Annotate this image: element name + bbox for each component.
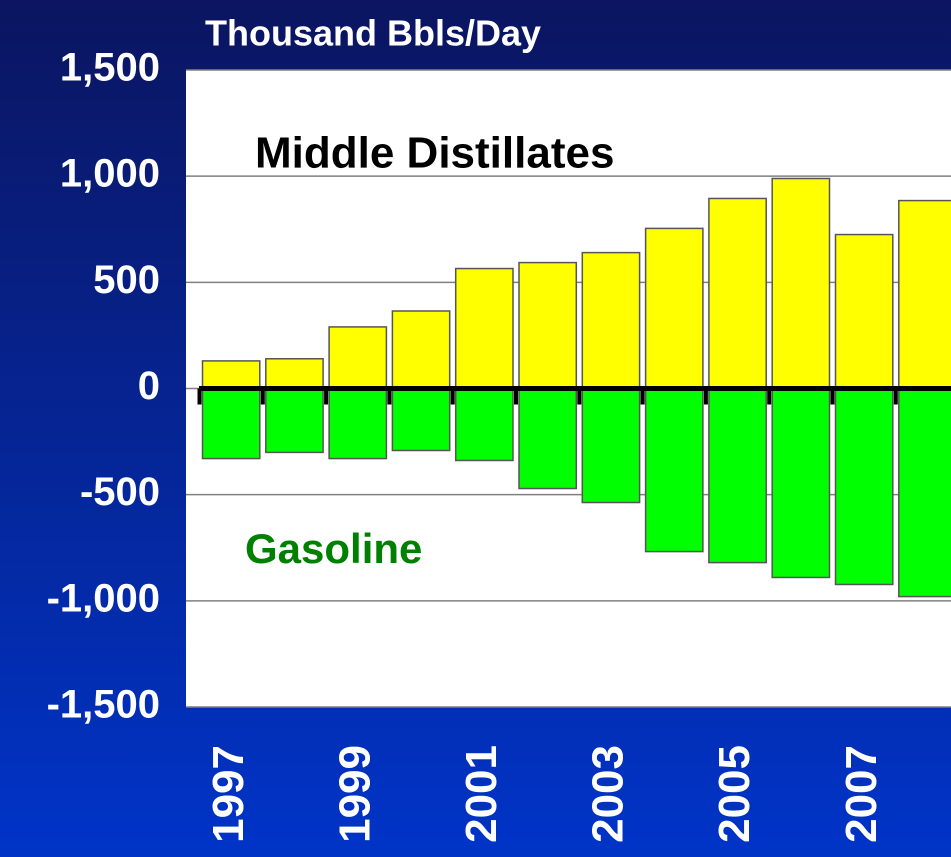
bar (201, 387, 261, 460)
y-tick-label: 0 (138, 364, 160, 408)
x-tick-label: 2001 (457, 745, 506, 843)
bar (644, 227, 704, 390)
bar (518, 261, 578, 390)
bar (454, 387, 514, 462)
series-label: Middle Distillates (255, 129, 614, 178)
y-tick-label: 1,000 (60, 152, 160, 196)
bar (644, 387, 704, 553)
bar (834, 233, 894, 390)
chart-title: Thousand Bbls/Day (205, 13, 541, 54)
x-tick-label: 2007 (837, 745, 886, 843)
bar (201, 360, 261, 390)
bar (391, 310, 451, 390)
bar (898, 387, 951, 598)
bar (581, 251, 641, 390)
bar (708, 197, 767, 390)
bar (265, 358, 324, 390)
bar (834, 387, 894, 586)
x-tick-label: 2003 (584, 745, 633, 843)
bar (708, 387, 767, 564)
bar (771, 177, 831, 390)
bar (518, 387, 578, 490)
bar (581, 387, 641, 504)
x-tick-label: 2005 (710, 745, 759, 843)
bar (771, 387, 831, 579)
series-label: Gasoline (245, 525, 422, 572)
bar (391, 387, 451, 452)
y-tick-label: -1,500 (47, 683, 160, 727)
y-tick-label: 500 (93, 258, 160, 302)
bar (898, 199, 951, 390)
x-tick-label: 1997 (204, 745, 253, 843)
bar (328, 387, 388, 460)
bar (454, 267, 514, 390)
y-tick-label: 1,500 (60, 46, 160, 90)
y-tick-label: -1,000 (47, 576, 160, 620)
x-tick-label: 1999 (330, 745, 379, 843)
bar (265, 387, 324, 454)
y-tick-label: -500 (80, 470, 160, 514)
bar (328, 326, 388, 390)
